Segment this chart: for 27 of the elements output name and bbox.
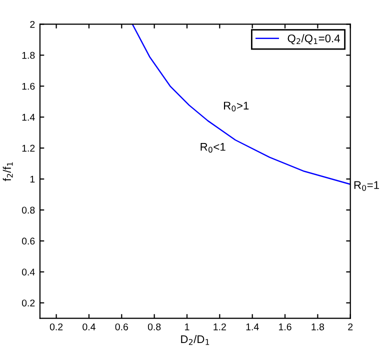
y-tick-label: 0.6 bbox=[22, 238, 35, 245]
x-tick-label: 1 bbox=[185, 324, 190, 330]
y-tick-label: 1.2 bbox=[22, 144, 35, 152]
text: R$_{0}$=1 bbox=[354, 181, 379, 191]
y-tick-label: 1.8 bbox=[22, 52, 35, 59]
x-tick-label: 0.8 bbox=[148, 323, 161, 330]
x-tick-label: 1.2 bbox=[214, 323, 226, 330]
x-tick-label: 1.4 bbox=[246, 324, 259, 330]
x-tick-label: 2 bbox=[348, 323, 353, 330]
y-tick-label: 0.4 bbox=[22, 268, 35, 276]
y-tick-label: 0.2 bbox=[22, 300, 35, 306]
legend-label: Q$_{2}$/Q$_{1}$=0.4 bbox=[288, 34, 340, 44]
y-tick-label: 1.6 bbox=[22, 82, 35, 90]
y-tick-label: 2 bbox=[30, 20, 35, 28]
line-series bbox=[132, 24, 350, 185]
annotation: R$_{0}$<1 bbox=[200, 143, 226, 153]
x-tick-label: 1.8 bbox=[312, 323, 324, 330]
x-tick-label: 0.6 bbox=[115, 323, 128, 330]
x-axis-title: D$_{2}$/D$_{1}$ bbox=[181, 334, 210, 345]
y-tick-label: 0.8 bbox=[22, 206, 35, 214]
x-tick-label: 1.6 bbox=[279, 323, 292, 330]
y-axis-title: f$_{2}$/f$_{1}$ bbox=[2, 162, 13, 182]
annotation: R$_{0}$>1 bbox=[224, 102, 249, 112]
y-tick-label: 1.4 bbox=[22, 114, 35, 121]
y-tick-label: 1 bbox=[30, 176, 35, 183]
x-tick-label: 0.2 bbox=[50, 323, 63, 330]
x-tick-label: 0.4 bbox=[82, 323, 96, 330]
